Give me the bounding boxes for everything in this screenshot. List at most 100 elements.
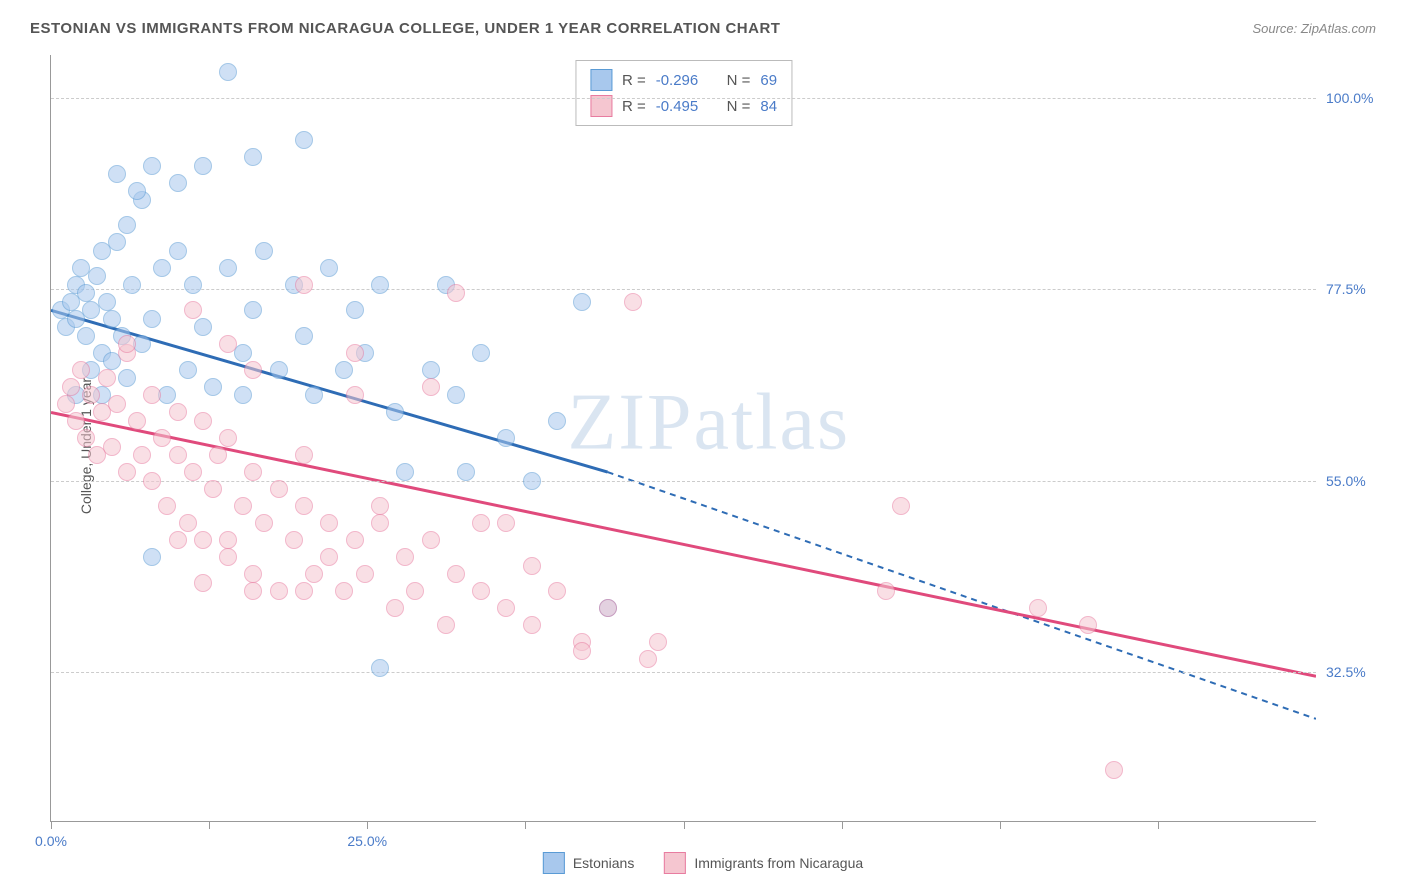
n-label: N = — [727, 72, 751, 89]
data-point — [295, 276, 313, 294]
data-point — [77, 284, 95, 302]
data-point — [320, 548, 338, 566]
data-point — [244, 582, 262, 600]
data-point — [255, 514, 273, 532]
legend-label-1: Immigrants from Nicaragua — [694, 855, 863, 871]
data-point — [285, 531, 303, 549]
data-point — [118, 369, 136, 387]
data-point — [320, 259, 338, 277]
data-point — [153, 429, 171, 447]
data-point — [346, 386, 364, 404]
data-point — [624, 293, 642, 311]
data-point — [82, 386, 100, 404]
data-point — [639, 650, 657, 668]
data-point — [472, 344, 490, 362]
data-point — [219, 429, 237, 447]
source-label: Source: ZipAtlas.com — [1252, 21, 1376, 36]
data-point — [255, 242, 273, 260]
data-point — [295, 131, 313, 149]
data-point — [437, 616, 455, 634]
data-point — [118, 463, 136, 481]
x-tick-label: 25.0% — [347, 833, 387, 849]
data-point — [295, 582, 313, 600]
data-point — [346, 301, 364, 319]
stats-legend-box: R = -0.296 N = 69 R = -0.495 N = 84 — [575, 60, 792, 126]
data-point — [422, 378, 440, 396]
n-value-1: 84 — [760, 98, 777, 115]
data-point — [143, 310, 161, 328]
data-point — [103, 310, 121, 328]
data-point — [892, 497, 910, 515]
data-point — [219, 259, 237, 277]
data-point — [158, 497, 176, 515]
data-point — [497, 514, 515, 532]
data-point — [72, 361, 90, 379]
x-tick — [1000, 821, 1001, 829]
data-point — [422, 531, 440, 549]
data-point — [422, 361, 440, 379]
data-point — [523, 616, 541, 634]
data-point — [270, 582, 288, 600]
data-point — [194, 412, 212, 430]
data-point — [98, 369, 116, 387]
gridline — [51, 672, 1316, 673]
data-point — [356, 565, 374, 583]
data-point — [103, 438, 121, 456]
x-tick — [367, 821, 368, 829]
data-point — [169, 403, 187, 421]
data-point — [204, 378, 222, 396]
data-point — [57, 395, 75, 413]
data-point — [184, 276, 202, 294]
gridline — [51, 289, 1316, 290]
data-point — [305, 565, 323, 583]
data-point — [472, 582, 490, 600]
data-point — [548, 582, 566, 600]
data-point — [169, 446, 187, 464]
data-point — [118, 335, 136, 353]
data-point — [447, 284, 465, 302]
data-point — [77, 327, 95, 345]
data-point — [346, 344, 364, 362]
data-point — [194, 157, 212, 175]
r-value-0: -0.296 — [656, 72, 699, 89]
data-point — [406, 582, 424, 600]
data-point — [497, 599, 515, 617]
x-tick — [51, 821, 52, 829]
data-point — [98, 293, 116, 311]
data-point — [244, 565, 262, 583]
data-point — [270, 480, 288, 498]
data-point — [184, 463, 202, 481]
data-point — [77, 429, 95, 447]
data-point — [128, 412, 146, 430]
data-point — [386, 599, 404, 617]
bottom-legend: Estonians Immigrants from Nicaragua — [543, 852, 863, 874]
y-tick-label: 77.5% — [1326, 281, 1386, 297]
data-point — [548, 412, 566, 430]
chart-plot-area: ZIPatlas R = -0.296 N = 69 R = -0.495 N … — [50, 55, 1316, 822]
data-point — [295, 497, 313, 515]
data-point — [877, 582, 895, 600]
data-point — [447, 565, 465, 583]
y-tick-label: 100.0% — [1326, 90, 1386, 106]
r-label: R = — [622, 98, 646, 115]
x-tick — [842, 821, 843, 829]
data-point — [219, 63, 237, 81]
data-point — [523, 557, 541, 575]
data-point — [244, 301, 262, 319]
gridline — [51, 481, 1316, 482]
x-tick — [209, 821, 210, 829]
data-point — [523, 472, 541, 490]
data-point — [244, 463, 262, 481]
data-point — [573, 293, 591, 311]
data-point — [1029, 599, 1047, 617]
data-point — [346, 531, 364, 549]
data-point — [371, 276, 389, 294]
data-point — [133, 446, 151, 464]
data-point — [295, 446, 313, 464]
r-value-1: -0.495 — [656, 98, 699, 115]
data-point — [118, 216, 136, 234]
data-point — [396, 548, 414, 566]
swatch-blue — [543, 852, 565, 874]
data-point — [169, 242, 187, 260]
n-label: N = — [727, 98, 751, 115]
